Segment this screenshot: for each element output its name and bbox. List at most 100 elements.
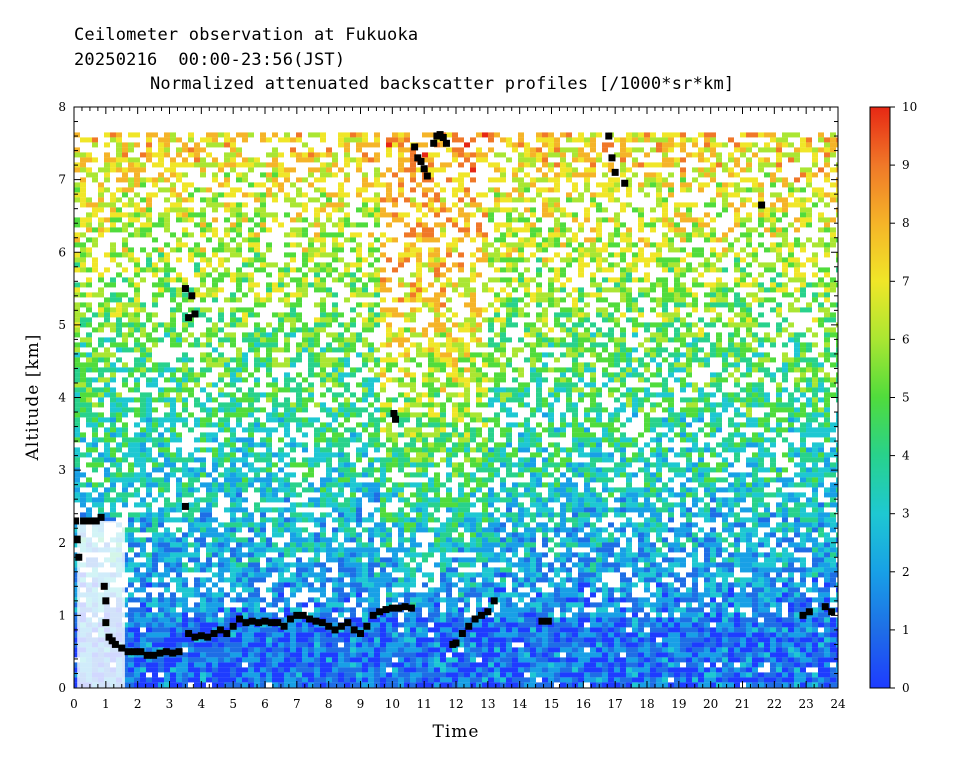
heatmap-cell: [260, 342, 266, 348]
heatmap-cell: [104, 227, 110, 233]
heatmap-cell: [524, 387, 530, 393]
heatmap-cell: [782, 202, 788, 208]
heatmap-cell: [266, 342, 272, 348]
heatmap-cell: [122, 412, 128, 418]
heatmap-cell: [260, 267, 266, 273]
heatmap-cell: [488, 437, 494, 443]
heatmap-cell: [764, 207, 770, 213]
heatmap-cell: [494, 197, 500, 203]
heatmap-cell: [428, 297, 434, 303]
heatmap-cell: [470, 252, 476, 258]
heatmap-cell: [788, 442, 794, 448]
heatmap-cell: [254, 397, 260, 403]
heatmap-cell: [404, 452, 410, 458]
heatmap-cell: [104, 357, 110, 363]
heatmap-cell: [554, 382, 560, 388]
heatmap-cell: [404, 252, 410, 258]
heatmap-cell: [284, 267, 290, 273]
heatmap-cell: [398, 282, 404, 288]
heatmap-cell: [836, 182, 838, 188]
heatmap-cell: [320, 432, 326, 438]
heatmap-cell: [464, 157, 470, 163]
heatmap-cell: [476, 457, 482, 463]
heatmap-cell: [206, 352, 212, 358]
heatmap-cell: [428, 227, 434, 233]
heatmap-cell: [206, 417, 212, 423]
heatmap-cell: [518, 442, 524, 448]
heatmap-cell: [74, 362, 80, 368]
heatmap-cell: [488, 427, 494, 433]
heatmap-cell: [518, 212, 524, 218]
heatmap-cell: [536, 352, 542, 358]
heatmap-cell: [140, 247, 146, 253]
heatmap-cell: [146, 407, 152, 413]
heatmap-cell: [800, 272, 806, 278]
heatmap-cell: [746, 412, 752, 418]
heatmap-cell: [206, 292, 212, 298]
heatmap-cell: [734, 182, 740, 188]
heatmap-cell: [836, 377, 838, 383]
heatmap-cell: [422, 447, 428, 453]
heatmap-cell: [290, 242, 296, 248]
heatmap-cell: [614, 377, 620, 383]
heatmap-cell: [608, 252, 614, 258]
heatmap-cell: [644, 362, 650, 368]
heatmap-cell: [422, 432, 428, 438]
heatmap-cell: [230, 427, 236, 433]
heatmap-cell: [770, 402, 776, 408]
heatmap-cell: [140, 407, 146, 413]
heatmap-cell: [530, 407, 536, 413]
heatmap-cell: [386, 457, 392, 463]
heatmap-cell: [398, 177, 404, 183]
heatmap-cell: [404, 317, 410, 323]
heatmap-cell: [728, 242, 734, 248]
heatmap-cell: [494, 372, 500, 378]
heatmap-cell: [320, 347, 326, 353]
heatmap-cell: [806, 137, 812, 143]
heatmap-cell: [500, 242, 506, 248]
heatmap-cell: [158, 417, 164, 423]
heatmap-cell: [458, 377, 464, 383]
heatmap-cell: [302, 462, 308, 468]
heatmap-cell: [350, 277, 356, 283]
heatmap-cell: [470, 167, 476, 173]
heatmap-cell: [584, 167, 590, 173]
heatmap-cell: [230, 372, 236, 378]
heatmap-cell: [806, 412, 812, 418]
heatmap-cell: [806, 347, 812, 353]
heatmap-cell: [110, 132, 116, 138]
heatmap-cell: [704, 137, 710, 143]
heatmap-cell: [374, 257, 380, 263]
heatmap-cell: [170, 307, 176, 313]
heatmap-cell: [578, 362, 584, 368]
heatmap-cell: [740, 422, 746, 428]
heatmap-cell: [554, 227, 560, 233]
heatmap-cell: [794, 452, 800, 458]
heatmap-cell: [692, 387, 698, 393]
heatmap-cell: [314, 272, 320, 278]
heatmap-cell: [140, 162, 146, 168]
heatmap-cell: [116, 347, 122, 353]
heatmap-cell: [302, 247, 308, 253]
heatmap-cell: [554, 387, 560, 393]
heatmap-cell: [788, 402, 794, 408]
heatmap-cell: [260, 227, 266, 233]
heatmap-cell: [332, 407, 338, 413]
heatmap-cell: [212, 202, 218, 208]
heatmap-cell: [326, 152, 332, 158]
heatmap-cell: [758, 457, 764, 463]
heatmap-cell: [326, 147, 332, 153]
heatmap-cell: [428, 377, 434, 383]
heatmap-cell: [188, 132, 194, 138]
heatmap-cell: [338, 332, 344, 338]
heatmap-cell: [614, 282, 620, 288]
heatmap-cell: [272, 197, 278, 203]
heatmap-cell: [224, 247, 230, 253]
heatmap-cell: [122, 347, 128, 353]
heatmap-cell: [266, 457, 272, 463]
heatmap-cell: [824, 327, 830, 333]
heatmap-cell: [806, 377, 812, 383]
heatmap-cell: [104, 202, 110, 208]
heatmap-cell: [230, 192, 236, 198]
heatmap-cell: [716, 417, 722, 423]
